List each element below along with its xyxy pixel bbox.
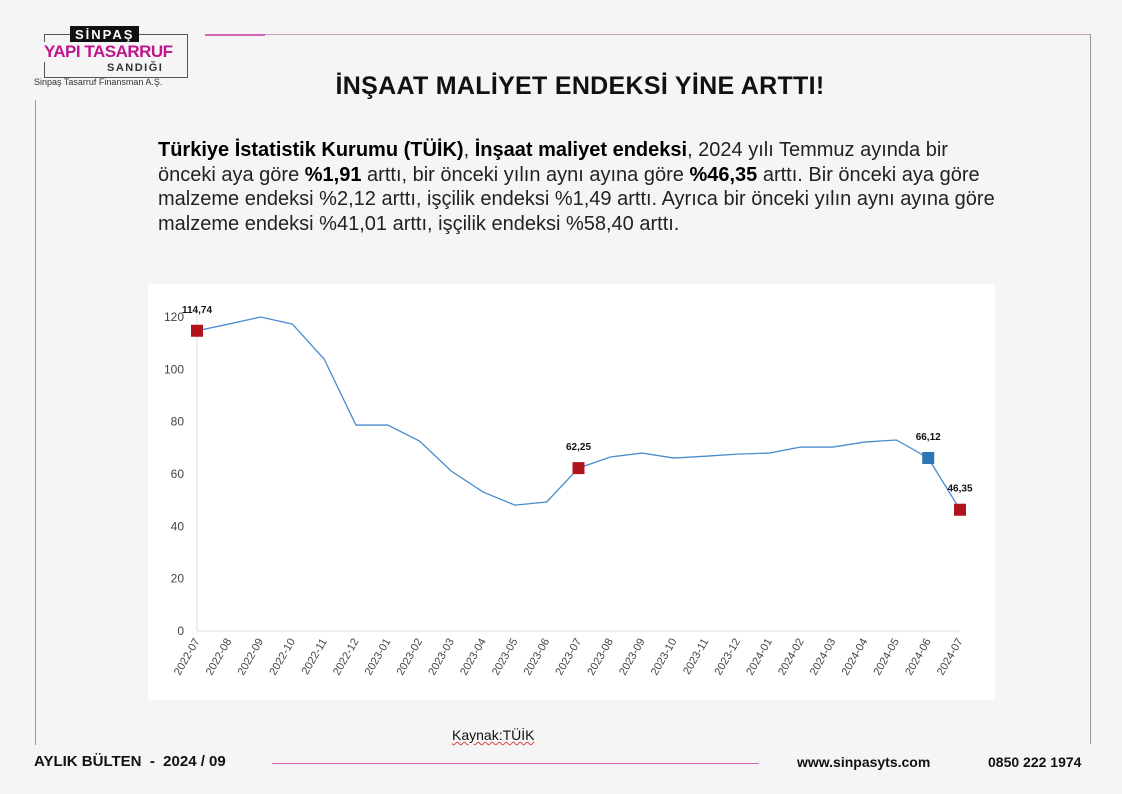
x-tick-label: 2024-01: [744, 637, 775, 678]
x-tick-label: 2024-07: [935, 637, 966, 678]
x-tick-label: 2023-08: [585, 637, 616, 678]
x-tick-label: 2022-11: [300, 637, 330, 677]
logo-bottom: SANDIĞI: [104, 62, 167, 74]
website-link[interactable]: www.sinpasyts.com: [797, 754, 931, 770]
line-chart: 0 20 40 60 80 100 120 2022-07 2022-08 2022-09 2022…: [148, 284, 995, 700]
frame-accent-line: [205, 34, 265, 36]
x-tick-label: 2023-05: [490, 637, 521, 678]
x-tick-label: 2023-02: [395, 637, 426, 678]
frame-right-line: [1090, 34, 1091, 744]
footer-divider: [272, 763, 759, 764]
source-org: Türkiye İstatistik Kurumu (TÜİK): [158, 139, 464, 161]
yearly-change: %46,35: [689, 163, 758, 186]
x-tick-label: 2024-02: [776, 637, 807, 678]
x-tick-label: 2023-03: [426, 637, 457, 678]
data-point-marker: [191, 324, 203, 337]
logo-top: SİNPAŞ: [70, 26, 140, 43]
x-tick-label: 2024-06: [903, 637, 934, 678]
y-tick-label: 100: [164, 362, 184, 376]
y-tick-label: 0: [177, 624, 184, 638]
text: arttı. Bir önceki aya göre malzeme endek…: [158, 163, 995, 235]
x-tick-label: 2024-04: [840, 637, 871, 678]
y-tick-label: 40: [171, 519, 185, 533]
y-tick-label: 120: [164, 310, 184, 324]
series-line: [196, 316, 961, 511]
x-tick-label: 2023-07: [554, 637, 585, 678]
x-tick-label: 2022-09: [236, 637, 267, 678]
x-tick-label: 2024-05: [871, 637, 902, 678]
logo-subtitle: Sinpaş Tasarruf Finansman A.Ş.: [34, 77, 163, 87]
y-tick-label: 60: [171, 467, 185, 481]
frame-top-line: [205, 34, 1090, 35]
data-label: 46,35: [947, 484, 972, 495]
x-tick-label: 2023-06: [522, 637, 553, 678]
monthly-change: %1,91: [304, 163, 362, 186]
source-note: Kaynak:TÜİK: [452, 727, 535, 743]
y-tick-label: 20: [171, 572, 185, 586]
y-tick-label: 80: [171, 415, 185, 429]
data-point-marker: [922, 451, 935, 464]
x-tick-label: 2022-08: [204, 637, 235, 678]
data-point-marker: [954, 503, 966, 516]
data-label: 114,74: [182, 305, 212, 316]
bulletin-label: AYLIK BÜLTEN - 2024 / 09: [34, 753, 226, 770]
x-tick-label: 2022-10: [267, 637, 298, 678]
logo-middle: YAPI TASARRUF: [42, 42, 175, 62]
x-tick-label: 2023-11: [681, 637, 711, 677]
x-tick-label: 2023-09: [617, 637, 648, 678]
data-label: 62,25: [566, 442, 591, 453]
x-tick-label: 2022-12: [331, 637, 362, 678]
text: , 2024 yılı Temmuz ayında bir önceki aya…: [158, 139, 948, 186]
x-tick-label: 2024-03: [808, 637, 839, 678]
phone-number: 0850 222 1974: [988, 754, 1082, 770]
text: ,: [463, 139, 475, 161]
text: arttı, bir önceki yılın aynı ayına göre: [361, 163, 690, 186]
x-tick-label: 2023-12: [712, 637, 743, 678]
x-tick-label: 2023-04: [458, 637, 489, 678]
x-tick-label: 2023-10: [649, 637, 680, 678]
index-name: İnşaat maliyet endeksi: [474, 139, 688, 161]
page-title: İNŞAAT MALİYET ENDEKSİ YİNE ARTTI!: [335, 72, 825, 100]
x-tick-label: 2023-01: [363, 637, 394, 678]
frame-left-line: [35, 100, 36, 745]
x-tick-label: 2022-07: [172, 637, 203, 678]
intro-paragraph: Türkiye İstatistik Kurumu (TÜİK), İnşaat…: [158, 138, 1008, 236]
data-label: 66,12: [916, 432, 941, 443]
data-point-marker: [572, 462, 585, 475]
